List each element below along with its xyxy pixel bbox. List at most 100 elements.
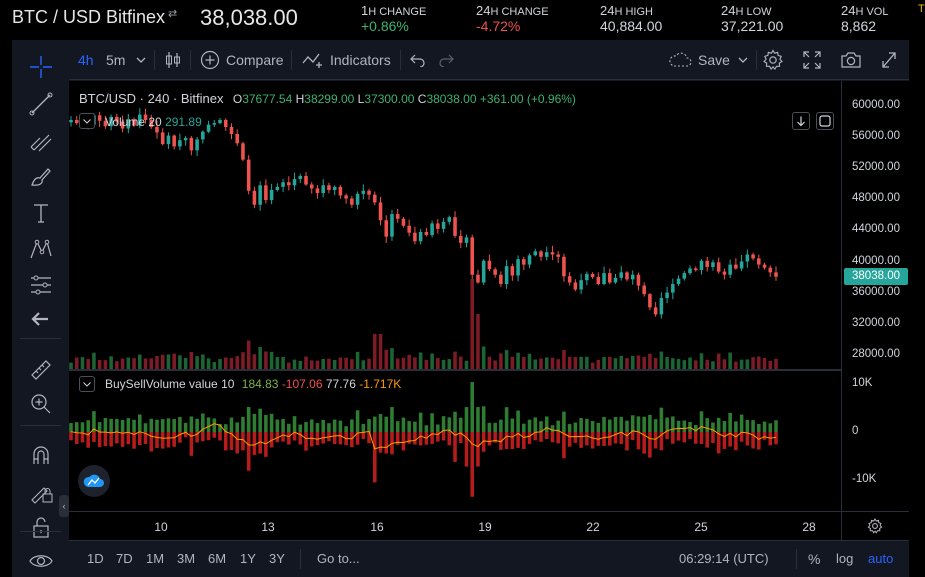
volume-bar (172, 353, 176, 369)
range-6m-button[interactable]: 6M (208, 551, 227, 566)
fullscreen-icon[interactable] (802, 40, 822, 80)
candle-body (745, 254, 750, 262)
volume-bar (332, 360, 337, 369)
chart-canvas[interactable] (69, 81, 841, 511)
candle-body (413, 232, 417, 242)
volume-bar (304, 356, 308, 369)
sell-volume-bar (74, 432, 79, 444)
save-dropdown-icon[interactable] (738, 40, 748, 80)
zoom-in-icon[interactable] (28, 391, 54, 417)
utc-clock[interactable]: 06:29:14 (UTC) (679, 551, 769, 566)
publish-icon[interactable] (880, 40, 898, 80)
candle-body (762, 264, 767, 268)
interval-dropdown-icon[interactable] (136, 40, 146, 80)
sell-volume-bar (252, 432, 257, 455)
sell-volume-bar (166, 432, 171, 448)
range-1y-button[interactable]: 1Y (240, 551, 256, 566)
symbol-label[interactable]: BTC/USD · 240 · Bitfinex (79, 91, 224, 106)
undo-icon[interactable] (410, 40, 426, 80)
price-tick-label: 36000.00 (852, 285, 900, 298)
brush-icon[interactable] (28, 164, 54, 190)
volume-bar (258, 347, 262, 369)
candle-body (264, 185, 268, 201)
candle-body (189, 137, 194, 151)
range-3y-button[interactable]: 3Y (269, 551, 285, 566)
buy-volume-bar (407, 421, 411, 432)
buy-volume-bar (206, 417, 211, 432)
collapse-toolbar-button[interactable]: ‹ (59, 495, 69, 517)
range-1d-button[interactable]: 1D (87, 551, 104, 566)
buy-volume-bar (642, 416, 646, 432)
ruler-icon[interactable] (28, 357, 54, 383)
pitchfork-icon[interactable] (28, 127, 54, 153)
percent-scale-toggle[interactable]: % (808, 551, 821, 567)
buy-volume-bar (636, 416, 641, 432)
switch-icon[interactable]: ⇄ (168, 8, 178, 20)
maximize-pane-button[interactable] (816, 112, 834, 130)
sell-volume-bar (527, 432, 532, 444)
sell-volume-bar (447, 432, 452, 446)
sell-volume-bar (143, 432, 148, 444)
sell-volume-bar (269, 432, 274, 448)
candle-body (298, 175, 303, 180)
range-1m-button[interactable]: 1M (146, 551, 165, 566)
buy-volume-bar (246, 406, 251, 432)
bsv-indicator-name[interactable]: BuySellVolume value 10 (105, 377, 235, 391)
low-label: L (357, 92, 365, 106)
volume-indicator-name[interactable]: Volume 20 (105, 115, 162, 129)
chart-settings-corner[interactable] (841, 511, 909, 540)
sell-volume-bar (407, 432, 411, 444)
volume-bar (441, 359, 446, 369)
stat-label: 1H CHANGE (361, 3, 427, 18)
lock-icon[interactable] (28, 514, 54, 540)
interval-4h-button[interactable]: 4h (78, 52, 94, 68)
buy-volume-bar (218, 423, 222, 432)
pane-divider[interactable] (69, 369, 909, 371)
price-tick-label: 32000.00 (852, 316, 900, 329)
redo-icon[interactable] (438, 40, 454, 80)
price-scale[interactable]: 60000.00 56000.00 52000.00 48000.00 44000.00… (841, 81, 909, 511)
magnet-icon[interactable] (28, 442, 54, 468)
price-chart[interactable] (69, 81, 841, 511)
volume-collapse-button[interactable] (79, 113, 95, 129)
indicators-button[interactable]: Indicators (302, 40, 391, 80)
chevron-down-icon (83, 118, 91, 124)
lock-drawing-icon[interactable] (28, 478, 54, 504)
sell-volume-bar (585, 432, 589, 446)
save-button[interactable]: Save (668, 40, 730, 80)
volume-bar (281, 356, 285, 369)
pattern-icon[interactable] (28, 236, 54, 262)
volume-bar (470, 279, 474, 369)
back-arrow-icon[interactable] (28, 306, 54, 332)
range-7d-button[interactable]: 7D (116, 551, 133, 566)
stat-overflow-label: T (918, 3, 925, 15)
sell-volume-bar (132, 432, 136, 449)
camera-icon[interactable] (840, 40, 862, 80)
prediction-icon[interactable] (28, 272, 54, 298)
candle-style-icon[interactable] (164, 40, 182, 80)
buy-volume-bar (751, 420, 755, 432)
sell-volume-bar (304, 432, 308, 451)
sell-volume-bar (103, 432, 108, 447)
volume-bar (241, 352, 245, 369)
tradingview-logo[interactable] (78, 465, 110, 497)
settings-gear-icon[interactable] (762, 40, 784, 80)
sell-volume-bar (671, 432, 675, 444)
buy-volume-bar (287, 423, 291, 432)
scroll-down-button[interactable] (792, 112, 810, 130)
compare-button[interactable]: Compare (200, 40, 284, 80)
interval-5m-button[interactable]: 5m (106, 52, 126, 68)
text-icon[interactable] (28, 200, 54, 226)
bsv-collapse-button[interactable] (79, 376, 95, 392)
goto-button[interactable]: Go to... (317, 551, 360, 566)
log-scale-toggle[interactable]: log (836, 551, 854, 566)
crosshair-icon[interactable] (28, 54, 54, 80)
auto-scale-toggle[interactable]: auto (868, 551, 894, 566)
sell-volume-bar (120, 432, 125, 447)
time-scale[interactable]: 10 13 16 19 22 25 28 (69, 511, 841, 540)
settings-gear-icon[interactable] (867, 518, 883, 534)
trend-line-icon[interactable] (28, 91, 54, 117)
range-3m-button[interactable]: 3M (177, 551, 196, 566)
eye-icon[interactable] (28, 548, 54, 574)
buy-volume-bar (613, 417, 618, 432)
